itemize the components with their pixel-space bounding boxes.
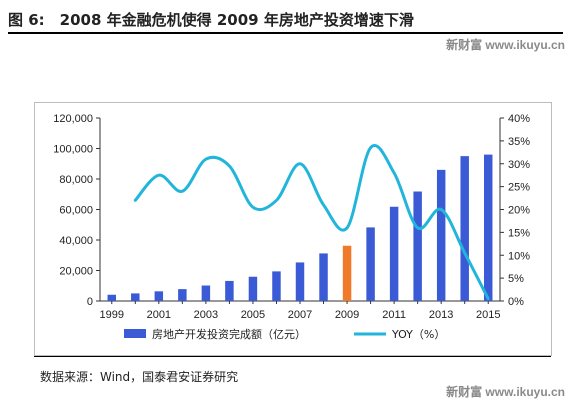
y-right-tick-label: 5% — [508, 273, 524, 285]
x-tick-label: 2011 — [382, 309, 406, 321]
y-left-tick-label: 60,000 — [59, 205, 93, 217]
figure-header: 图 6: 2008 年金融危机使得 2009 年房地产投资增速下滑 — [8, 4, 563, 32]
bar-investment — [201, 285, 211, 301]
y-right-tick-label: 0% — [508, 296, 524, 308]
bar-investment — [366, 227, 375, 301]
x-tick-label: 2013 — [429, 309, 453, 321]
x-tick-label: 2007 — [288, 309, 312, 321]
y-right-tick-label: 10% — [508, 250, 530, 262]
legend-label-bar: 房地产开发投资完成额（亿元） — [152, 327, 306, 341]
watermark-bottom: 新财富 www.ikuyu.cn — [446, 385, 565, 399]
x-tick-label: 2009 — [335, 309, 359, 321]
bar-investment — [413, 191, 422, 301]
y-right-tick-label: 30% — [508, 159, 530, 171]
title-rule — [8, 32, 563, 34]
bar-investment — [389, 206, 399, 301]
y-left-tick-label: 100,000 — [53, 144, 93, 156]
chart-frame — [34, 102, 552, 356]
y-right-tick-label: 35% — [508, 136, 530, 148]
bar-investment — [178, 289, 187, 301]
bar-investment — [342, 245, 352, 301]
x-tick-label: 2001 — [147, 309, 171, 321]
x-tick-label: 2003 — [194, 309, 218, 321]
bar-investment — [460, 156, 469, 301]
bar-investment — [295, 262, 305, 301]
y-left-tick-label: 40,000 — [59, 235, 93, 247]
bar-investment — [319, 253, 328, 301]
x-tick-label: 2015 — [476, 309, 500, 321]
bar-investment — [225, 280, 234, 301]
y-left-tick-label: 80,000 — [59, 174, 93, 186]
bar-investment — [154, 291, 164, 301]
figure-title: 图 6: 2008 年金融危机使得 2009 年房地产投资增速下滑 — [8, 11, 414, 29]
x-tick-label: 2005 — [241, 309, 265, 321]
source-note: 数据来源：Wind，国泰君安证券研究 — [40, 370, 239, 384]
y-left-tick-label: 0 — [87, 296, 93, 308]
y-left-tick-label: 20,000 — [59, 266, 93, 278]
bar-investment — [272, 271, 281, 301]
bar-investment — [484, 154, 493, 301]
bar-investment — [436, 169, 446, 301]
bar-investment — [131, 293, 140, 301]
x-tick-label: 1999 — [100, 309, 124, 321]
y-left-tick-label: 120,000 — [53, 113, 93, 125]
y-right-tick-label: 40% — [508, 113, 530, 125]
y-right-tick-label: 20% — [508, 205, 530, 217]
legend-swatch-bar — [124, 329, 146, 338]
bar-investment — [248, 276, 258, 301]
legend-label-line: YOY（%） — [391, 328, 445, 341]
line-yoy — [133, 144, 490, 301]
y-right-tick-label: 15% — [508, 227, 530, 239]
source-rule — [34, 356, 551, 357]
watermark-top: 新财富 www.ikuyu.cn — [446, 38, 565, 52]
bar-investment — [107, 294, 116, 301]
y-right-tick-label: 25% — [508, 182, 530, 194]
